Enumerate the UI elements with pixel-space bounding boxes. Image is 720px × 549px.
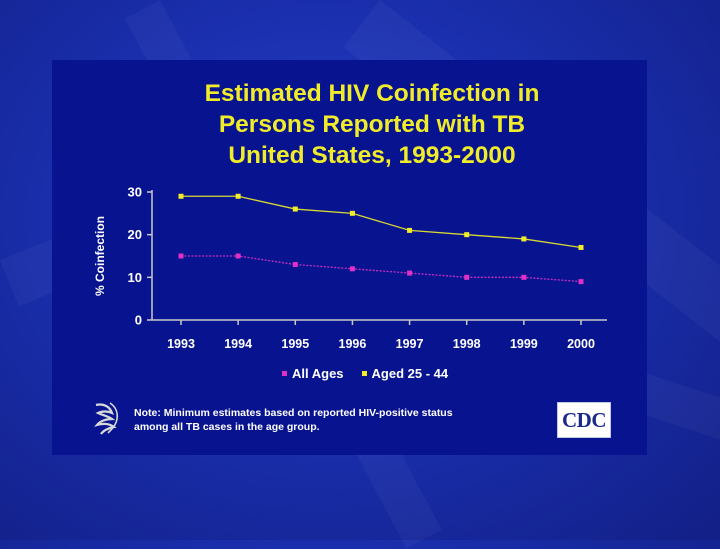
data-point-all-ages xyxy=(407,270,413,276)
x-tick-label: 1994 xyxy=(224,337,252,351)
data-point-aged-25-44 xyxy=(407,227,413,233)
x-tick-label: 2000 xyxy=(567,337,595,351)
note-line: among all TB cases in the age group. xyxy=(134,421,320,433)
data-point-aged-25-44 xyxy=(178,193,184,199)
legend-item-aged-25-44: Aged 25 - 44 xyxy=(361,366,449,381)
x-tick-label: 1995 xyxy=(281,337,309,351)
chart-title-line: Persons Reported with TB xyxy=(218,111,526,138)
y-tick-label: 0 xyxy=(135,313,142,328)
legend-label: All Ages xyxy=(292,366,344,381)
cdc-logo-text: CDC xyxy=(562,407,607,432)
y-tick-label: 10 xyxy=(128,270,142,285)
data-point-aged-25-44 xyxy=(292,206,298,212)
data-point-all-ages xyxy=(464,274,470,280)
y-tick-label: 30 xyxy=(128,185,142,200)
data-point-all-ages xyxy=(235,253,241,259)
data-point-all-ages xyxy=(178,253,184,259)
data-point-aged-25-44 xyxy=(521,236,527,242)
data-point-all-ages xyxy=(292,262,298,268)
x-tick-label: 1998 xyxy=(453,337,481,351)
series-line-all-ages xyxy=(181,255,582,283)
legend-swatch-all-ages xyxy=(282,371,287,376)
data-point-all-ages xyxy=(349,266,355,272)
note-line: Note: Minimum estimates based on reporte… xyxy=(134,407,453,419)
x-tick-label: 1993 xyxy=(167,337,195,351)
data-point-all-ages xyxy=(578,279,584,285)
y-tick-label: 20 xyxy=(128,227,142,242)
chart-legend: All Ages Aged 25 - 44 xyxy=(282,366,448,381)
x-tick-label: 1996 xyxy=(339,337,367,351)
legend-label: Aged 25 - 44 xyxy=(371,366,449,381)
chart-title: Estimated HIV Coinfection in Persons Rep… xyxy=(52,78,647,171)
y-axis-label: % Coinfection xyxy=(93,216,107,296)
chart-title-line: Estimated HIV Coinfection in xyxy=(204,80,540,107)
x-tick-label: 1999 xyxy=(510,337,538,351)
data-point-all-ages xyxy=(521,274,527,280)
cdc-logo: CDC xyxy=(557,402,611,438)
data-point-aged-25-44 xyxy=(349,210,355,216)
slide-panel: Estimated HIV Coinfection in Persons Rep… xyxy=(52,60,647,455)
data-point-aged-25-44 xyxy=(235,193,241,199)
chart-title-line: United States, 1993-2000 xyxy=(228,142,516,169)
chart-note: Note: Minimum estimates based on reporte… xyxy=(134,406,554,434)
series-line-aged-25-44 xyxy=(181,195,582,249)
x-tick-label: 1997 xyxy=(396,337,424,351)
data-point-aged-25-44 xyxy=(464,232,470,238)
legend-swatch-aged-25-44 xyxy=(361,371,367,376)
line-chart: 0 10 20 30 1993 1994 1995 1996 1997 1998 1999 2000%… xyxy=(93,185,607,351)
data-point-aged-25-44 xyxy=(578,244,584,250)
hhs-eagle-icon xyxy=(94,402,119,435)
legend-item-all-ages: All Ages xyxy=(282,366,344,381)
